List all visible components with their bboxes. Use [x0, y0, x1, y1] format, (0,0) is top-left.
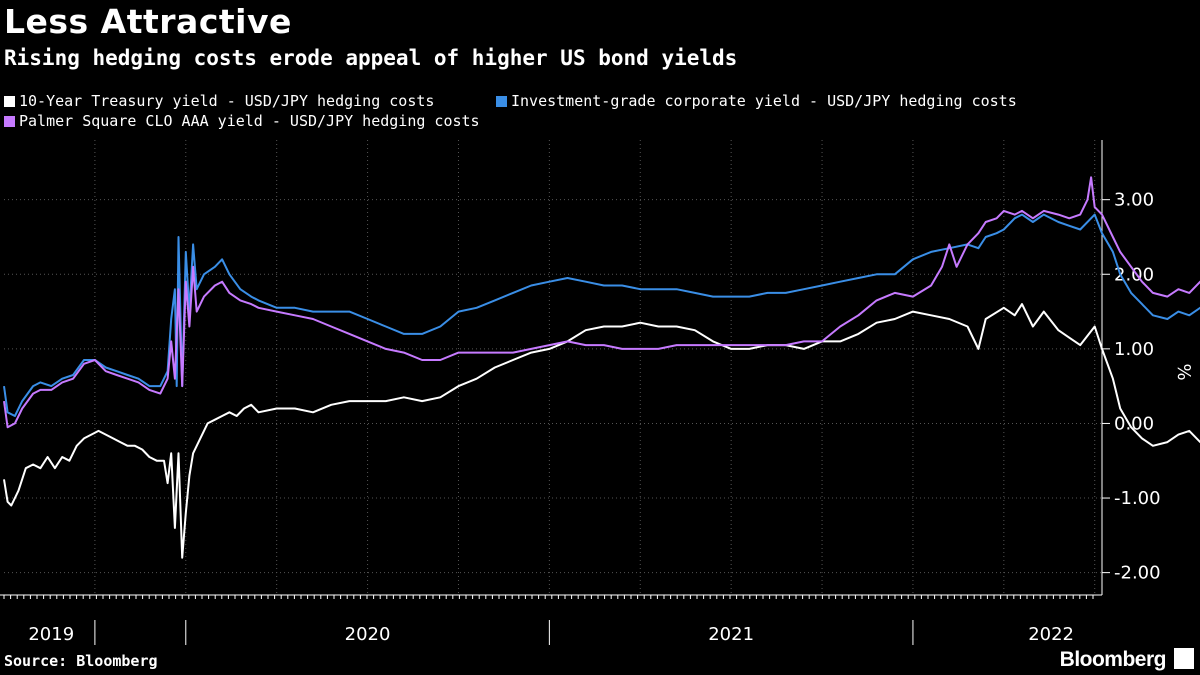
legend-swatch-treasury — [4, 95, 15, 107]
y-tick-label: 3.00 — [1114, 190, 1154, 211]
series-line-0 — [3, 303, 1200, 559]
y-tick-label: -2.00 — [1114, 563, 1161, 584]
series-lines — [3, 176, 1200, 559]
chart-subtitle: Rising hedging costs erode appeal of hig… — [4, 46, 738, 70]
y-tick-label: -1.00 — [1114, 488, 1161, 509]
chart-title: Less Attractive — [4, 2, 292, 41]
x-tick-label: 2019 — [28, 624, 74, 645]
gridlines — [4, 140, 1102, 595]
bloomberg-logo-icon — [1174, 648, 1194, 669]
legend-swatch-ig-corporate — [496, 95, 507, 107]
source-note: Source: Bloomberg — [4, 652, 158, 670]
legend-item-clo: Palmer Square CLO AAA yield - USD/JPY he… — [4, 112, 480, 130]
x-tick-label: 2022 — [1028, 624, 1074, 645]
legend-item-ig-corporate: Investment-grade corporate yield - USD/J… — [496, 92, 1017, 110]
legend-item-treasury: 10-Year Treasury yield - USD/JPY hedging… — [4, 92, 434, 110]
legend-label-clo: Palmer Square CLO AAA yield - USD/JPY he… — [19, 112, 480, 130]
x-tick-label: 2021 — [708, 624, 754, 645]
x-ticks: 2019 2020 2021 2022 — [3, 595, 1094, 645]
x-tick-label: 2020 — [345, 624, 391, 645]
y-ticks: 3.002.001.000.00-1.00-2.00 — [1102, 190, 1161, 584]
series-line-1 — [3, 213, 1200, 417]
y-axis-label: % — [1173, 363, 1194, 380]
series-line-2 — [3, 176, 1200, 429]
legend-label-treasury: 10-Year Treasury yield - USD/JPY hedging… — [19, 92, 435, 110]
y-tick-label: 0.00 — [1114, 413, 1154, 434]
y-tick-label: 1.00 — [1114, 339, 1154, 360]
axes — [0, 140, 1103, 596]
legend-swatch-clo — [4, 115, 15, 127]
brand-name: Bloomberg — [1059, 648, 1167, 671]
legend-label-ig-corporate: Investment-grade corporate yield - USD/J… — [511, 92, 1017, 110]
